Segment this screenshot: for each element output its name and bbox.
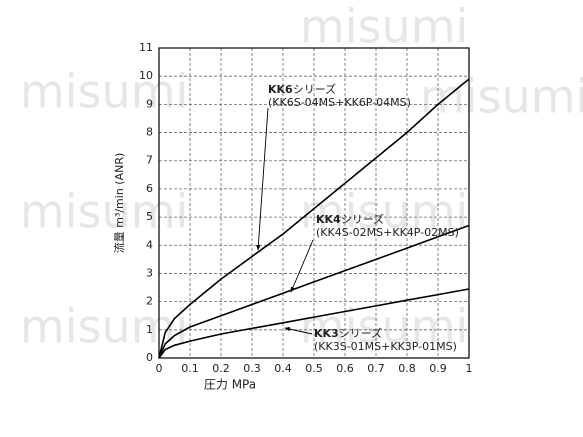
x-tick-label: 0.8 (398, 362, 416, 375)
watermark: misumi (20, 185, 188, 239)
plot-frame (158, 47, 470, 359)
watermark: misumi (20, 65, 188, 119)
annotation-text: シリーズ (341, 212, 384, 226)
x-tick-label: 0.1 (181, 362, 199, 375)
x-tick-label: 0.9 (429, 362, 447, 375)
x-tick-label: 0.4 (274, 362, 292, 375)
x-axis-label: 圧力 MPa (204, 378, 256, 392)
x-tick-label: 0.5 (305, 362, 323, 375)
annotation-title: KK4シリーズ (316, 212, 384, 226)
watermark: misumi (20, 300, 188, 354)
watermark: misumi (420, 70, 583, 124)
annotation-model: (KK3S-01MS+KK3P-01MS) (314, 340, 457, 353)
y-tick-label: 8 (146, 126, 153, 139)
y-axis-label: 流量 m³/min (ANR) (112, 153, 126, 254)
annotation-arrow (256, 107, 269, 251)
x-tick-label: 0.3 (243, 362, 261, 375)
annotation-title: KK3シリーズ (314, 326, 382, 340)
y-tick-label: 5 (146, 210, 153, 223)
y-tick-label: 1 (146, 323, 153, 336)
annotation-arrow (284, 326, 313, 335)
curve (158, 288, 470, 359)
annotation-arrow (290, 239, 314, 293)
x-tick-label: 0.7 (367, 362, 385, 375)
annotation-series: KK3 (314, 327, 339, 340)
y-tick-label: 2 (146, 295, 153, 308)
annotation-series: KK6 (268, 83, 293, 96)
y-tick-label: 3 (146, 266, 153, 279)
y-tick-label: 11 (139, 41, 153, 54)
annotation-series: KK4 (316, 213, 341, 226)
y-tick-label: 7 (146, 154, 153, 167)
watermark: misumi (300, 300, 468, 354)
y-tick-label: 6 (146, 182, 153, 195)
x-tick-label: 0 (156, 362, 163, 375)
y-tick-label: 4 (146, 238, 153, 251)
x-tick-label: 0.6 (336, 362, 354, 375)
watermark: misumi (300, 185, 468, 239)
curve (158, 78, 470, 359)
y-tick-label: 0 (146, 351, 153, 364)
watermark: misumi (300, 0, 468, 54)
annotation-title: KK6シリーズ (268, 82, 336, 96)
x-tick-label: 0.2 (212, 362, 230, 375)
y-tick-label: 10 (139, 69, 153, 82)
annotation-text: シリーズ (339, 326, 382, 340)
annotation-text: シリーズ (293, 82, 336, 96)
curve (158, 224, 470, 359)
x-tick-label: 1 (466, 362, 473, 375)
annotation-model: (KK6S-04MS+KK6P-04MS) (268, 96, 411, 109)
annotation-model: (KK4S-02MS+KK4P-02MS) (316, 226, 459, 239)
y-tick-label: 9 (146, 97, 153, 110)
